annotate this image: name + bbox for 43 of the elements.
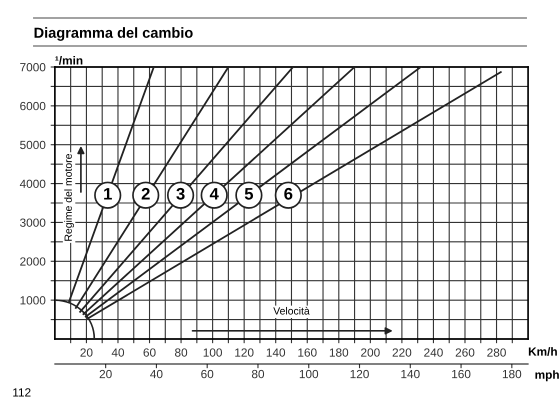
annotation: 1	[104, 188, 112, 200]
x-tick-label: 40	[112, 348, 124, 357]
text: Km/h	[528, 347, 557, 356]
chart-title: Diagramma del cambio	[34, 27, 193, 41]
annotation: 6	[284, 188, 292, 200]
x2-axis-title: mph	[535, 370, 559, 382]
x-tick-label: 240	[424, 348, 443, 357]
x2-tick-label: 120	[350, 370, 369, 378]
x-tick-label: 220	[392, 348, 412, 357]
x-tick-label: 100	[204, 348, 222, 357]
x-tick-label: 120	[235, 348, 254, 357]
x-tick-label: 80	[175, 348, 188, 357]
x-tick-label: 140	[266, 348, 286, 357]
y-tick-label: 2000	[20, 257, 46, 266]
annotation: 5	[244, 188, 254, 200]
y-tick-label: 1000	[20, 296, 46, 305]
x2-tick-label: 160	[452, 370, 470, 378]
x-tick-label: 280	[487, 348, 506, 357]
x-tick-label: 160	[298, 348, 317, 357]
annotation: 3	[176, 188, 185, 200]
y-tick-label: 6000	[20, 102, 46, 110]
x2-tick-label: 40	[150, 370, 163, 378]
annotation: 4	[210, 188, 219, 200]
x-tick-label: 60	[144, 348, 156, 357]
text: 112	[13, 388, 31, 396]
x2-tick-label: 20	[100, 370, 112, 378]
x2-tick-label: 140	[401, 370, 420, 378]
x2-tick-label: 60	[201, 370, 214, 378]
text: ¹/min	[55, 56, 82, 65]
y-tick-label: 4000	[20, 180, 46, 188]
y-tick-label: 5000	[20, 140, 46, 150]
x-axis-title: Velocità	[273, 306, 310, 315]
x-tick-label: 180	[330, 348, 348, 357]
x2-tick-label: 80	[252, 370, 264, 378]
y-tick-label: 3000	[20, 218, 46, 227]
x-tick-label: 200	[361, 348, 380, 357]
x2-tick-label: 100	[300, 370, 318, 378]
x2-tick-label: 180	[502, 370, 522, 378]
x-tick-label: 260	[456, 348, 474, 357]
x-tick-label: 20	[80, 348, 93, 357]
y-tick-label: 7000	[20, 63, 46, 72]
annotation: 2	[142, 188, 150, 200]
y-axis-title: Regime del motore	[64, 154, 74, 241]
